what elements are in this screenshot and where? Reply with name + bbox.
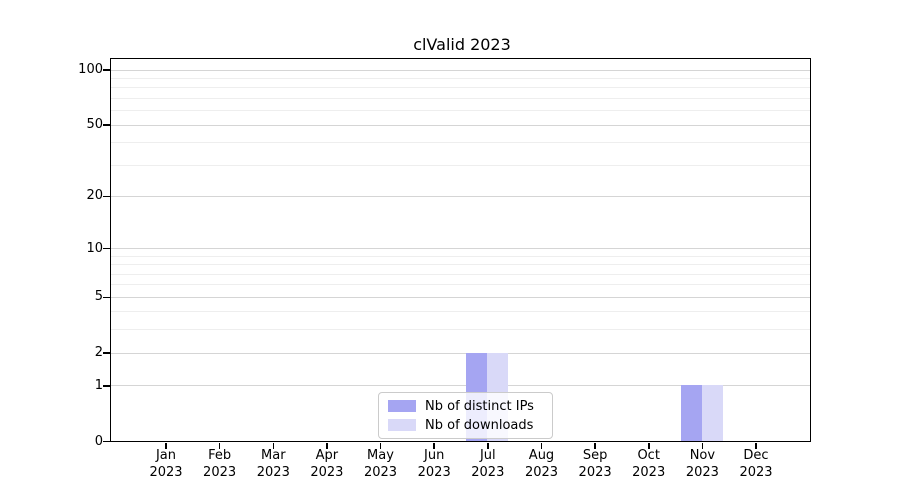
x-tick-year: 2023: [471, 465, 505, 480]
x-tick-year: 2023: [632, 465, 666, 480]
x-tick-year: 2023: [203, 465, 237, 480]
x-tick-sep: [594, 443, 596, 449]
x-tick-label-feb: Feb 2023: [180, 447, 260, 481]
chart-title: clValid 2023: [413, 35, 511, 54]
y-tick-5: [103, 296, 110, 298]
y-tick-label-50: 50: [86, 117, 103, 132]
y-tick-label-20: 20: [86, 188, 103, 204]
x-tick-year: 2023: [739, 465, 773, 480]
minor-gridline-7: [111, 273, 810, 275]
major-gridline-1: [111, 385, 810, 387]
major-gridline-50: [111, 124, 810, 126]
x-tick-year: 2023: [363, 465, 398, 480]
x-tick-month: Mar: [261, 448, 286, 463]
x-tick-month: Sep: [582, 448, 608, 463]
x-tick-jan: [165, 443, 167, 449]
y-tick-20: [103, 195, 110, 198]
x-tick-jun: [433, 443, 435, 449]
x-tick-month: Jun: [424, 448, 445, 463]
x-tick-year: 2023: [524, 465, 559, 480]
x-tick-dec: [755, 443, 757, 449]
y-tick-label-100: 100: [78, 62, 103, 77]
legend-label-downloads: Nb of downloads: [425, 417, 534, 433]
x-tick-month: Dec: [743, 448, 769, 463]
plot-area: Nb of distinct IPs Nb of downloads: [110, 58, 811, 442]
x-tick-month: Jan: [155, 448, 177, 463]
x-tick-month: Feb: [208, 448, 232, 463]
minor-gridline-8: [111, 264, 810, 266]
major-gridline-20: [111, 195, 810, 197]
minor-gridline-60: [111, 110, 810, 112]
x-tick-year: 2023: [256, 465, 290, 480]
y-tick-label-5: 5: [94, 289, 103, 305]
x-tick-label-oct: Oct 2023: [609, 447, 689, 481]
x-tick-label-jul: Jul 2023: [448, 447, 528, 481]
x-tick-year: 2023: [149, 465, 183, 480]
x-tick-year: 2023: [310, 465, 344, 480]
x-tick-label-may: May 2023: [341, 447, 421, 481]
y-tick-100: [103, 69, 110, 71]
legend-swatch-distinct-ips: [388, 400, 416, 412]
y-tick-10: [103, 247, 110, 250]
y-tick-label-2: 2: [94, 345, 103, 361]
major-gridline-5: [111, 296, 810, 298]
y-tick-label-0: 0: [94, 433, 103, 449]
bar-nov-nb-of-downloads: [701, 385, 723, 441]
minor-gridline-6: [111, 284, 810, 286]
x-tick-month: Oct: [637, 448, 660, 463]
y-tick-1: [103, 385, 110, 387]
major-gridline-2: [111, 352, 810, 354]
x-tick-month: May: [367, 448, 394, 463]
minor-gridline-30: [111, 164, 810, 166]
legend-item-downloads: Nb of downloads: [388, 418, 543, 433]
x-tick-month: Nov: [689, 448, 716, 463]
x-tick-oct: [648, 443, 650, 449]
x-tick-label-jan: Jan 2023: [126, 447, 206, 481]
legend-item-distinct-ips: Nb of distinct IPs: [388, 399, 543, 414]
y-tick-2: [103, 352, 110, 354]
x-tick-month: Aug: [528, 448, 555, 463]
y-tick-0: [103, 440, 110, 443]
minor-gridline-9: [111, 255, 810, 257]
x-tick-month: Jul: [479, 448, 496, 463]
x-tick-label-jun: Jun 2023: [394, 447, 474, 481]
major-gridline-100: [111, 69, 810, 71]
x-tick-label-mar: Mar 2023: [233, 447, 313, 481]
x-tick-label-dec: Dec 2023: [716, 447, 796, 481]
y-tick-label-1: 1: [94, 377, 103, 393]
y-tick-50: [103, 124, 110, 126]
x-tick-feb: [218, 443, 221, 449]
legend: Nb of distinct IPs Nb of downloads: [378, 392, 553, 439]
x-tick-year: 2023: [417, 465, 451, 480]
legend-label-distinct-ips: Nb of distinct IPs: [425, 398, 534, 414]
x-tick-year: 2023: [685, 465, 719, 480]
x-tick-jul: [487, 443, 489, 449]
y-tick-label-10: 10: [86, 240, 103, 256]
minor-gridline-4: [111, 311, 810, 313]
x-tick-apr: [326, 443, 328, 449]
x-tick-year: 2023: [578, 465, 612, 480]
x-tick-mar: [272, 443, 274, 449]
x-tick-may: [379, 443, 382, 449]
minor-gridline-3: [111, 329, 810, 331]
x-tick-label-aug: Aug 2023: [502, 447, 582, 481]
major-gridline-10: [111, 248, 810, 249]
legend-swatch-downloads: [388, 419, 416, 431]
x-tick-month: Apr: [315, 448, 339, 463]
x-tick-aug: [540, 443, 543, 449]
x-tick-label-sep: Sep 2023: [555, 447, 635, 481]
bar-nov-nb-of-distinct-ips: [680, 385, 702, 441]
minor-gridline-70: [111, 97, 810, 99]
minor-gridline-90: [111, 77, 810, 79]
minor-gridline-40: [111, 142, 810, 144]
minor-gridline-80: [111, 87, 810, 89]
x-tick-label-nov: Nov 2023: [662, 447, 742, 481]
x-tick-label-apr: Apr 2023: [287, 447, 367, 481]
x-tick-nov: [701, 443, 704, 449]
